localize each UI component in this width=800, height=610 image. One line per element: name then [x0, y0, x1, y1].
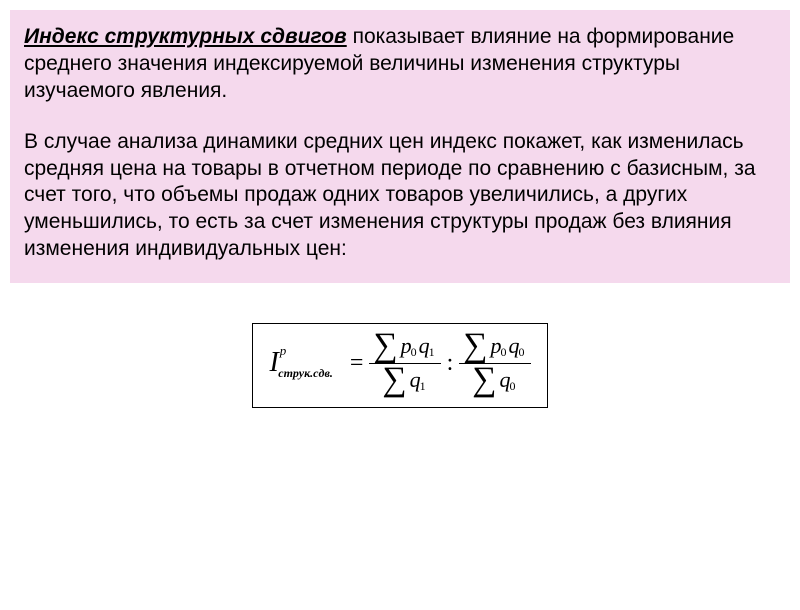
sigma-icon: ∑	[382, 366, 406, 395]
frac1-numerator: ∑ p0q1	[369, 332, 440, 361]
equals-sign: =	[350, 350, 364, 377]
term: Индекс структурных сдвигов	[24, 25, 347, 48]
superscript-p: p	[280, 343, 287, 359]
sub-0: 0	[501, 345, 507, 360]
formula-box: I p струк.сдв. = ∑ p0q1 ∑ q1 : ∑ p0q0	[252, 323, 547, 408]
sigma-icon: ∑	[472, 366, 496, 395]
formula-container: I p струк.сдв. = ∑ p0q1 ∑ q1 : ∑ p0q0	[0, 323, 800, 408]
sub-0: 0	[411, 345, 417, 360]
sigma-icon: ∑	[463, 332, 487, 361]
sub-0: 0	[519, 345, 525, 360]
definition-box: Индекс структурных сдвигов показывает вл…	[10, 10, 790, 283]
sigma-icon: ∑	[373, 332, 397, 361]
frac2-denominator: ∑ q0	[468, 366, 521, 395]
sub-1: 1	[429, 345, 435, 360]
paragraph-2: В случае анализа динамики средних цен ин…	[24, 129, 776, 263]
fraction-1: ∑ p0q1 ∑ q1	[369, 332, 440, 395]
frac2-numerator: ∑ p0q0	[459, 332, 530, 361]
paragraph-1: Индекс структурных сдвигов показывает вл…	[24, 24, 776, 105]
formula-lhs: I p струк.сдв.	[269, 349, 339, 377]
sub-0: 0	[510, 379, 516, 394]
division-colon: :	[447, 350, 454, 377]
frac1-denominator: ∑ q1	[378, 366, 431, 395]
fraction-2: ∑ p0q0 ∑ q0	[459, 332, 530, 395]
sub-1: 1	[420, 379, 426, 394]
subscript-struk: струк.сдв.	[278, 366, 333, 381]
